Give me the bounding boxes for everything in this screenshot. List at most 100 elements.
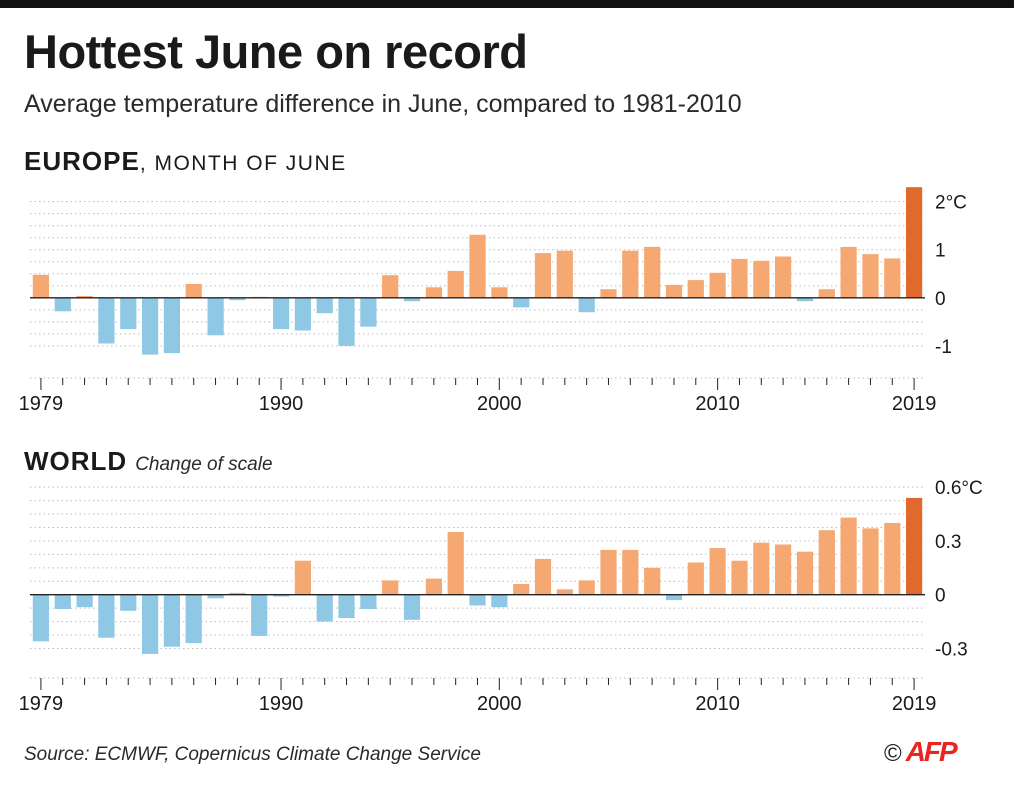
world-bar-1984 xyxy=(142,594,159,654)
world-bar-2018 xyxy=(884,523,901,595)
europe-heading-big: EUROPE xyxy=(24,146,140,176)
europe-bar-1992 xyxy=(316,297,333,314)
world-bar-2012 xyxy=(753,542,770,595)
world-bar-1990 xyxy=(273,594,290,597)
europe-bar-1994 xyxy=(360,297,377,327)
world-bar-2005 xyxy=(600,549,617,595)
europe-bar-2001 xyxy=(513,297,530,308)
world-bar-1994 xyxy=(360,594,377,609)
europe-bar-2007 xyxy=(644,246,661,298)
world-bar-1997 xyxy=(425,578,442,595)
world-bar-1996 xyxy=(403,594,421,620)
europe-heading-small: , MONTH OF JUNE xyxy=(139,152,347,175)
europe-bar-1983 xyxy=(120,297,137,330)
world-bar-2003 xyxy=(556,589,573,595)
europe-bar-1995 xyxy=(382,275,399,298)
europe-bar-2011 xyxy=(731,258,748,298)
europe-bar-2013 xyxy=(775,256,792,298)
world-heading: WORLD Change of scale xyxy=(24,446,273,477)
world-bar-2015 xyxy=(818,530,835,595)
world-ytick-label: 0.3 xyxy=(935,532,961,553)
world-xtick-label: 1979 xyxy=(19,693,64,715)
world-bar-2017 xyxy=(862,528,879,595)
world-xtick-label: 2010 xyxy=(695,693,740,715)
top-rule xyxy=(0,0,1014,8)
europe-bar-2005 xyxy=(600,289,617,298)
europe-bar-1980 xyxy=(54,297,71,312)
world-bar-2004 xyxy=(578,580,595,595)
world-bar-2019 xyxy=(906,497,923,595)
europe-bar-2008 xyxy=(665,284,683,298)
europe-heading: EUROPE, MONTH OF JUNE xyxy=(24,146,347,177)
world-bar-1998 xyxy=(447,532,464,595)
world-xtick-label: 2000 xyxy=(477,693,522,715)
world-bar-2011 xyxy=(731,560,748,595)
world-bar-2013 xyxy=(775,544,792,595)
afp-logo: AFP xyxy=(905,736,958,767)
world-bar-1988 xyxy=(229,592,246,595)
europe-bar-2017 xyxy=(862,254,879,298)
europe-bar-2009 xyxy=(687,280,704,298)
world-bar-2007 xyxy=(644,567,661,595)
europe-bar-1999 xyxy=(469,234,486,298)
europe-bar-2002 xyxy=(534,253,552,298)
world-xtick-label: 1990 xyxy=(259,693,304,715)
europe-bar-1996 xyxy=(403,297,421,302)
world-bar-1985 xyxy=(163,594,180,647)
europe-ytick-label: -1 xyxy=(935,337,952,358)
europe-bar-1981 xyxy=(76,295,93,298)
europe-bar-1997 xyxy=(425,287,442,298)
world-bar-1986 xyxy=(185,594,202,644)
europe-xtick-label: 1979 xyxy=(19,393,64,415)
world-bar-2009 xyxy=(687,562,704,595)
world-chart: 0.6°C 0.3 0 -0.3 1979 1990 2000 2010 2019 xyxy=(19,478,983,715)
europe-bar-1984 xyxy=(142,297,159,355)
world-bar-2000 xyxy=(491,594,508,608)
europe-bar-2000 xyxy=(491,287,508,298)
europe-bar-1982 xyxy=(98,297,115,344)
world-bar-1987 xyxy=(207,594,224,599)
world-bar-1991 xyxy=(294,560,311,595)
world-bar-1981 xyxy=(76,594,93,608)
europe-ytick-label: 0 xyxy=(935,289,946,310)
europe-bar-1988 xyxy=(229,297,246,301)
page-title: Hottest June on record xyxy=(24,25,528,78)
world-bar-2002 xyxy=(534,558,552,595)
world-bar-1983 xyxy=(120,594,137,611)
world-bar-1993 xyxy=(338,594,355,618)
world-heading-note: Change of scale xyxy=(135,454,273,475)
europe-xtick-label: 2010 xyxy=(695,393,740,415)
world-heading-big: WORLD xyxy=(24,446,128,476)
europe-bar-2010 xyxy=(709,272,726,298)
world-ytick-label: 0 xyxy=(935,586,946,607)
world-ytick-label: 0.6°C xyxy=(935,478,983,499)
page-subtitle: Average temperature difference in June, … xyxy=(24,90,742,118)
world-bar-2008 xyxy=(665,594,683,601)
europe-bar-2016 xyxy=(840,246,857,298)
world-bar-1980 xyxy=(54,594,71,609)
europe-chart: 2°C 1 0 -1 1979 1990 2000 2010 2019 xyxy=(19,187,967,415)
europe-ytick-label: 1 xyxy=(935,241,946,262)
europe-xtick-label: 2019 xyxy=(892,393,937,415)
europe-bar-2006 xyxy=(622,250,639,298)
world-bar-1982 xyxy=(98,594,115,638)
europe-bar-1987 xyxy=(207,297,224,336)
world-bar-2006 xyxy=(622,549,639,595)
europe-bar-2015 xyxy=(818,289,835,298)
europe-bar-2014 xyxy=(796,297,814,302)
copyright-icon: © xyxy=(884,740,902,767)
europe-bar-1991 xyxy=(294,297,311,331)
europe-bar-1985 xyxy=(163,297,180,354)
europe-bar-1986 xyxy=(185,283,202,298)
world-bar-2010 xyxy=(709,548,726,595)
europe-bar-1993 xyxy=(338,297,355,346)
europe-ytick-label: 2°C xyxy=(935,193,967,214)
europe-xtick-label: 1990 xyxy=(259,393,304,415)
world-ytick-label: -0.3 xyxy=(935,640,968,661)
europe-bar-2012 xyxy=(753,260,770,298)
world-bar-1989 xyxy=(251,594,268,636)
europe-bar-2004 xyxy=(578,297,595,313)
world-bar-2014 xyxy=(796,551,814,595)
europe-bar-1990 xyxy=(273,297,290,330)
world-xtick-label: 2019 xyxy=(892,693,937,715)
